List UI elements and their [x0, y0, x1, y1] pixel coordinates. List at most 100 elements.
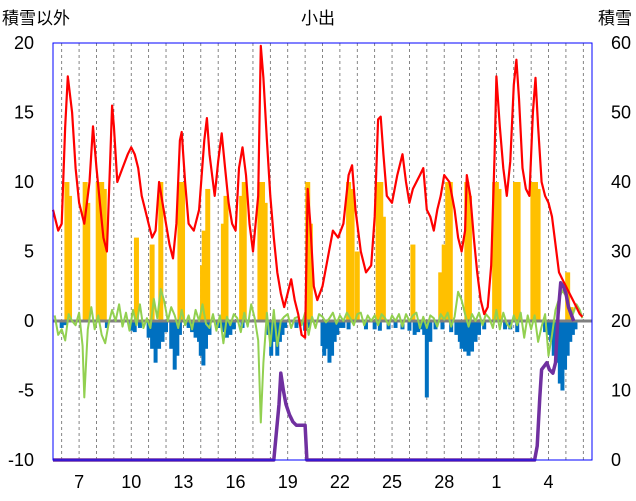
sunshine-bar	[149, 244, 155, 321]
sunshine-bar	[445, 182, 451, 321]
precipitation-bar	[568, 321, 573, 342]
precipitation-bars	[59, 321, 578, 398]
precipitation-bar	[186, 321, 191, 328]
x-tick-label: 16	[226, 472, 246, 492]
x-tick-label: 4	[544, 472, 554, 492]
precipitation-bar	[224, 321, 229, 338]
precipitation-bar	[306, 321, 311, 328]
x-tick-label: 7	[74, 472, 84, 492]
sunshine-bar	[493, 182, 499, 321]
sunshine-bar	[223, 195, 229, 321]
precipitation-bar	[570, 321, 575, 335]
x-axis-ticks: 7 10 13 16 19 22 25 28 1 4	[74, 472, 553, 492]
precipitation-bar	[177, 321, 182, 335]
precipitation-bar	[424, 321, 429, 398]
precipitation-bar	[549, 321, 554, 342]
sunshine-bar	[466, 195, 472, 321]
temp_change-line	[53, 288, 584, 424]
sunshine-bar	[464, 182, 470, 321]
precipitation-bar	[201, 321, 206, 366]
precipitation-bar	[565, 321, 570, 356]
precipitation-bar	[459, 321, 464, 349]
right-tick-label: 10	[611, 381, 631, 401]
precipitation-bar	[175, 321, 180, 356]
precipitation-bar	[560, 321, 565, 391]
precipitation-bar	[146, 321, 151, 338]
x-tick-label: 10	[121, 472, 141, 492]
x-tick-label: 25	[382, 472, 402, 492]
temperature-line	[51, 44, 584, 339]
sunshine-bar	[512, 182, 518, 321]
precipitation-bar	[466, 321, 471, 356]
precipitation-bar	[393, 321, 398, 328]
precipitation-bar	[463, 321, 468, 352]
precipitation-bar	[476, 321, 481, 335]
precipitation-bar	[454, 321, 459, 335]
precipitation-bar	[132, 321, 137, 333]
sunshine-bar	[158, 182, 164, 321]
precipitation-bar	[294, 321, 299, 328]
precipitation-bar	[515, 321, 520, 333]
precipitation-bar	[470, 321, 475, 352]
vertical-gridlines	[61, 43, 584, 460]
left-tick-label: -10	[8, 450, 34, 470]
sunshine-bar	[67, 195, 73, 321]
x-tick-label: 1	[491, 472, 501, 492]
sunshine-bar	[532, 182, 538, 321]
precipitation-bar	[221, 321, 226, 333]
sunshine-bar	[260, 182, 266, 321]
sunshine-bar	[375, 182, 381, 321]
precipitation-bar	[557, 321, 562, 384]
precipitation-bar	[546, 321, 551, 335]
sunshine-bar	[438, 272, 444, 321]
sunshine-bar	[99, 182, 105, 321]
sunshine-bar	[441, 244, 447, 321]
precipitation-bar	[104, 321, 109, 328]
precipitation-bar	[363, 321, 368, 330]
precipitation-bar	[332, 321, 337, 342]
sunshine-bar	[307, 223, 313, 321]
sunshine-bar	[378, 182, 384, 321]
right-axis-ticks: 60 50 40 30 20 10 0	[611, 33, 631, 470]
sunshine-bar	[262, 202, 268, 321]
precipitation-bar	[407, 321, 412, 331]
precipitation-bar	[204, 321, 209, 349]
sunshine-bar	[241, 182, 247, 321]
sunshine-bar	[177, 182, 183, 321]
right-tick-label: 40	[611, 172, 631, 192]
plot-border	[52, 42, 593, 461]
precipitation-bar	[137, 321, 142, 328]
sunshine-bar	[515, 182, 521, 321]
precipitation-bar	[440, 321, 445, 330]
precipitation-bar	[330, 321, 335, 356]
precipitation-bar	[433, 321, 438, 330]
left-axis-ticks: 20 15 10 5 0 -5 -10	[8, 33, 34, 470]
sunshine-bar	[354, 251, 360, 321]
precipitation-bar	[153, 321, 158, 363]
precipitation-bar	[271, 321, 276, 342]
sunshine-bar	[305, 182, 311, 321]
x-tick-label: 13	[173, 472, 193, 492]
left-axis-title: 積雪以外	[2, 9, 70, 29]
snow_depth-line	[53, 281, 576, 462]
right-tick-label: 20	[611, 311, 631, 331]
sunshine-bar	[410, 244, 416, 321]
x-tick-label: 28	[434, 472, 454, 492]
precipitation-bar	[503, 321, 508, 330]
left-tick-label: 15	[14, 103, 34, 123]
precipitation-bar	[428, 321, 433, 342]
precipitation-bar	[341, 321, 346, 328]
sunshine-bar	[201, 230, 207, 321]
precipitation-bar	[573, 321, 578, 330]
precipitation-bar	[198, 321, 203, 356]
sunshine-bar	[380, 216, 386, 321]
precipitation-bar	[59, 321, 64, 328]
sunshine-bar	[496, 188, 502, 321]
sunshine-bar	[205, 188, 211, 321]
precipitation-bar	[416, 321, 421, 333]
sunshine-bar	[349, 188, 355, 321]
sunshine-bar	[101, 188, 107, 321]
precipitation-bar	[543, 321, 548, 333]
right-tick-label: 0	[611, 450, 621, 470]
precipitation-bar	[280, 321, 285, 335]
